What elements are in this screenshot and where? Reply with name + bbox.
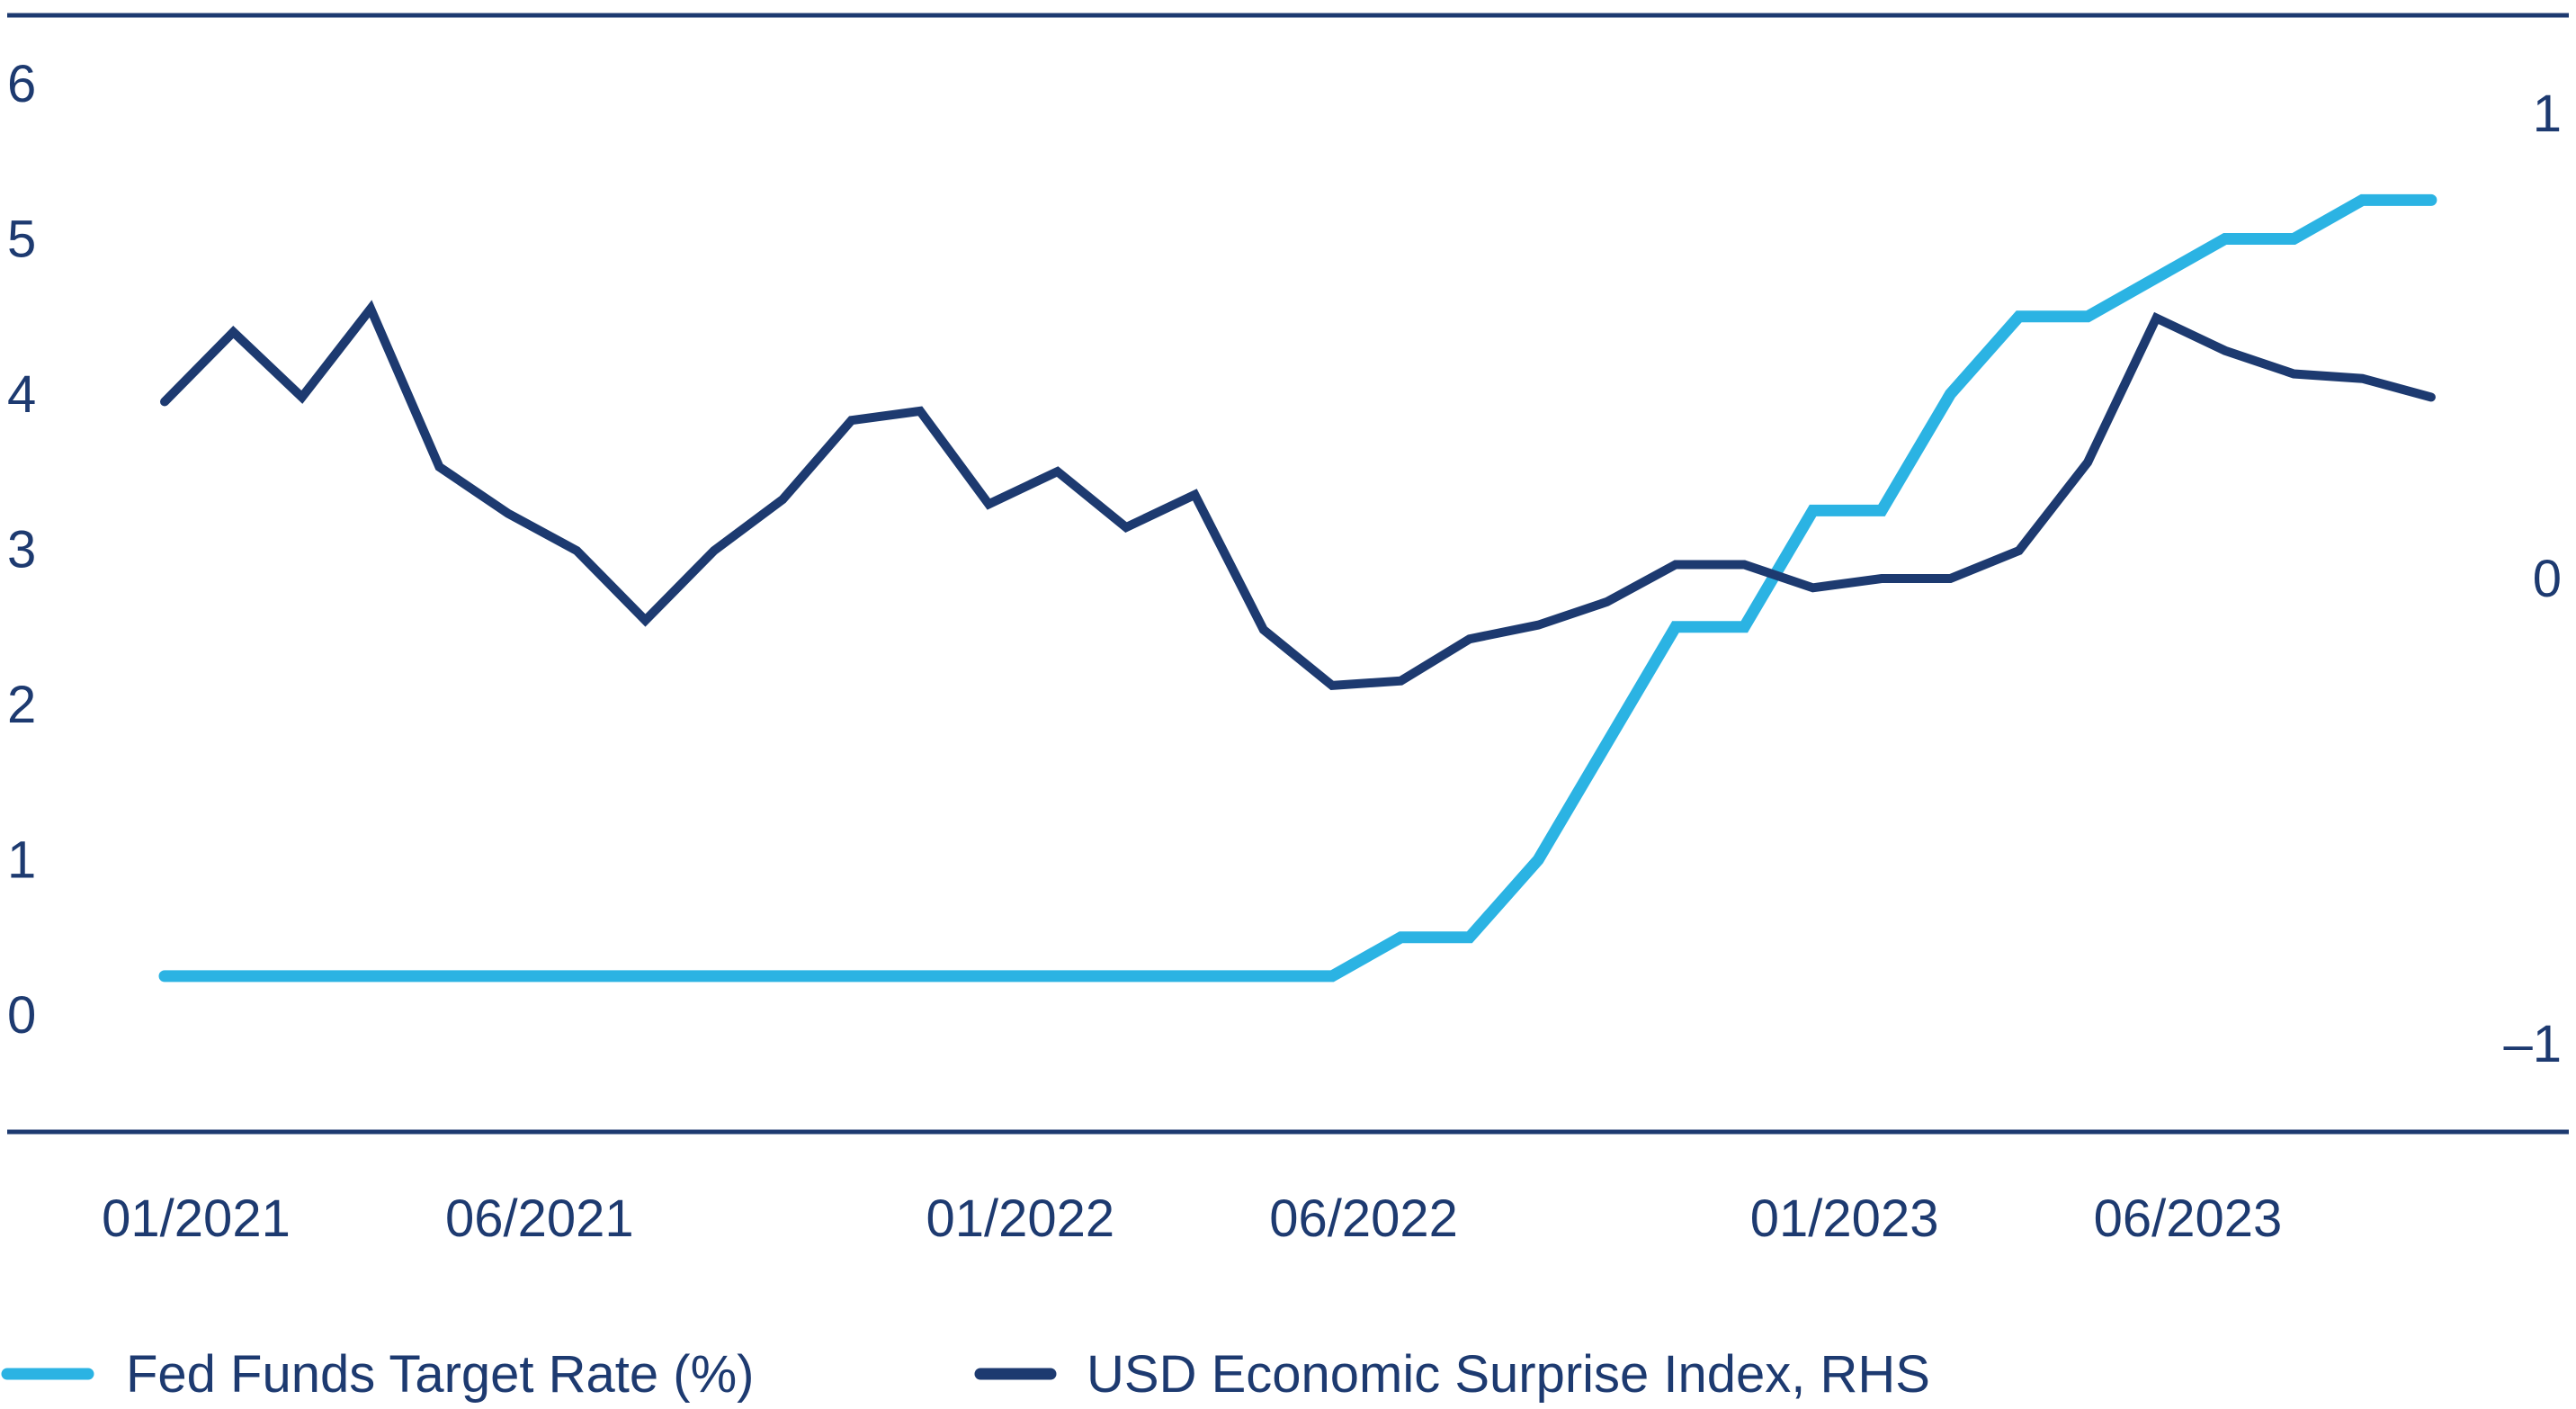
plot-area bbox=[158, 193, 2437, 983]
x-tick-label: 01/2021 bbox=[102, 1189, 291, 1248]
x-tick-label: 06/2023 bbox=[2094, 1189, 2283, 1248]
y-left-tick-label: 0 bbox=[7, 986, 36, 1045]
y-left-tick-label: 1 bbox=[7, 831, 36, 890]
legend-label-fed-funds: Fed Funds Target Rate (%) bbox=[126, 1345, 754, 1404]
x-tick-label: 01/2023 bbox=[1750, 1189, 1939, 1248]
y-left-axis: 6 5 4 3 2 1 0 bbox=[7, 55, 36, 1045]
series-line-fed-funds bbox=[158, 193, 2437, 983]
legend-item-fed-funds: Fed Funds Target Rate (%) bbox=[1, 1345, 754, 1404]
x-tick-label: 06/2022 bbox=[1269, 1189, 1458, 1248]
y-right-axis: 1 0 –1 bbox=[2503, 85, 2562, 1073]
y-left-tick-label: 2 bbox=[7, 676, 36, 734]
x-tick-label: 06/2021 bbox=[445, 1189, 634, 1248]
legend-label-surprise-index: USD Economic Surprise Index, RHS bbox=[1087, 1345, 1930, 1404]
y-left-tick-label: 3 bbox=[7, 521, 36, 579]
series-line-surprise-index bbox=[160, 300, 2436, 691]
y-right-tick-label: 0 bbox=[2533, 550, 2562, 608]
legend-item-surprise-index: USD Economic Surprise Index, RHS bbox=[974, 1345, 1930, 1404]
x-axis: 01/2021 06/2021 01/2022 06/2022 01/2023 06/20… bbox=[102, 1189, 2282, 1248]
x-tick-label: 01/2022 bbox=[926, 1189, 1114, 1248]
y-left-tick-label: 4 bbox=[7, 365, 36, 424]
y-left-tick-label: 6 bbox=[7, 55, 36, 113]
y-left-tick-label: 5 bbox=[7, 211, 36, 269]
y-right-tick-label: –1 bbox=[2503, 1015, 2562, 1073]
legend: Fed Funds Target Rate (%) USD Economic S… bbox=[1, 1345, 1930, 1404]
y-right-tick-label: 1 bbox=[2533, 85, 2562, 143]
